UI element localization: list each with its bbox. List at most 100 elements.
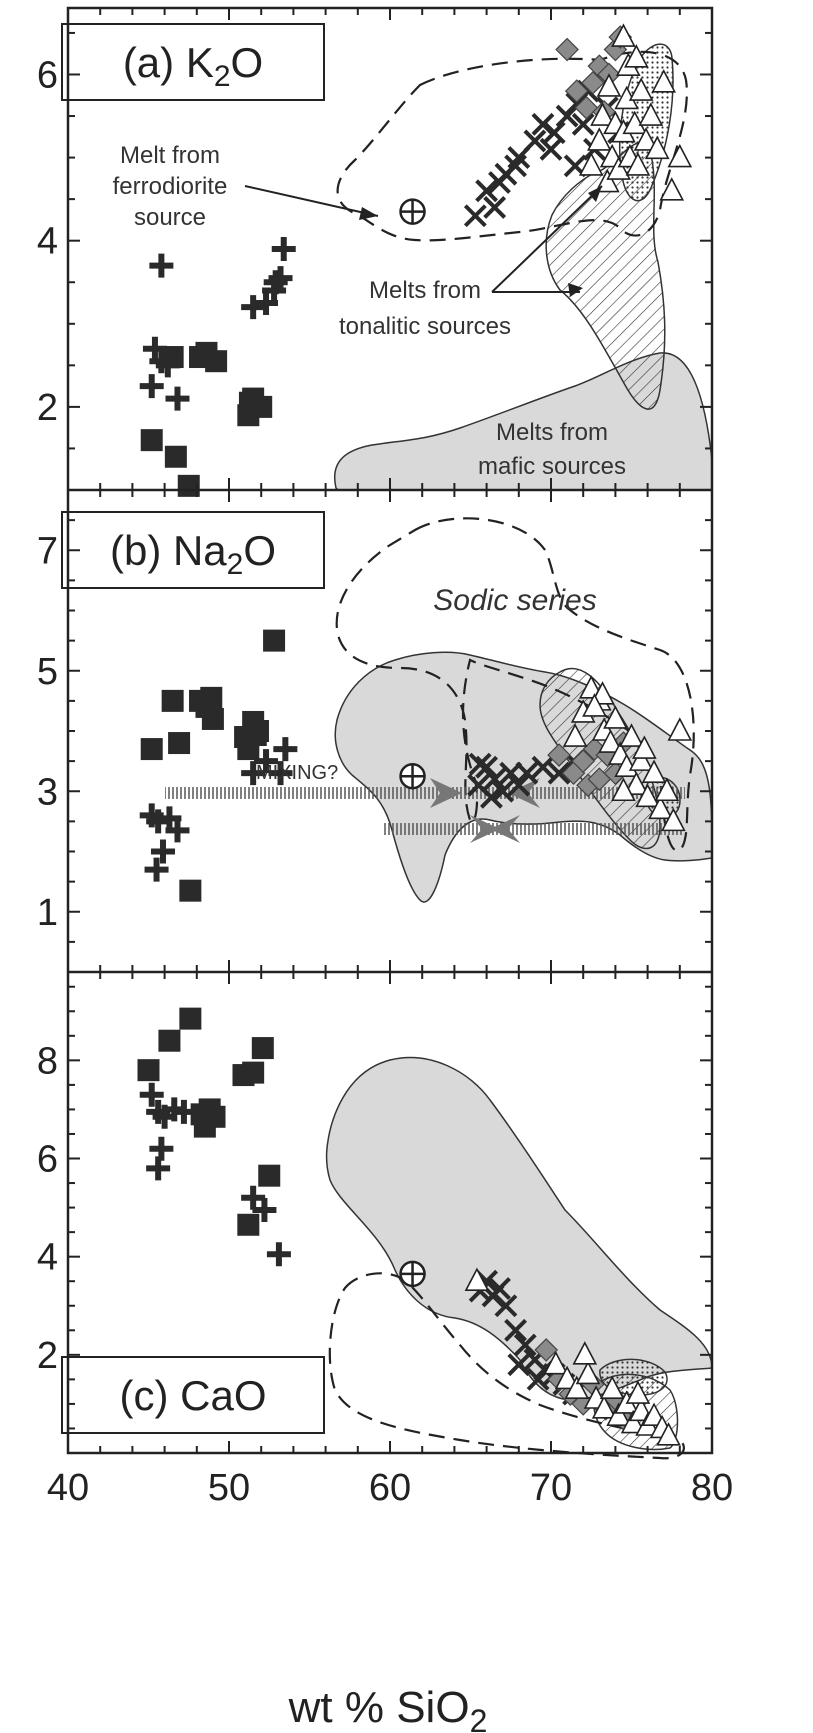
data-point-triangle	[651, 69, 677, 93]
data-point-triangle	[667, 143, 693, 168]
data-point-triangle	[575, 1360, 601, 1385]
annotation-mixing: MIXING?	[256, 762, 338, 784]
data-point-crosse	[146, 809, 171, 834]
marks-c	[137, 1007, 681, 1446]
data-point-crosse	[268, 761, 293, 786]
data-point-triangle	[611, 23, 636, 47]
data-point-diamond	[581, 70, 605, 95]
data-point-triangle	[620, 1409, 646, 1434]
data-point-diamond	[571, 749, 596, 773]
data-point-triangle	[667, 717, 693, 741]
data-point-x	[504, 1318, 527, 1342]
data-point-triangle	[582, 693, 607, 717]
panel-b-na2o: MIXING? Sodic series (b) Na2O	[61, 511, 713, 903]
data-point-x	[507, 773, 531, 797]
ferrodiorite-melt-cross	[400, 764, 425, 789]
data-point-diamond	[547, 743, 571, 767]
data-point-square	[200, 686, 223, 709]
data-point-x	[480, 785, 503, 809]
ferrodiorite-melt-cross	[400, 199, 425, 224]
y-tick-label: 7	[37, 530, 58, 572]
data-point-x	[504, 154, 527, 178]
data-point-crosse	[146, 1156, 171, 1181]
data-point-diamond	[564, 79, 589, 103]
data-point-crosse	[157, 806, 182, 831]
data-point-square	[251, 1037, 274, 1060]
data-point-x	[515, 761, 539, 785]
data-point-x	[571, 112, 595, 136]
ferrodiorite-melt-cross	[400, 1261, 425, 1286]
data-point-triangle	[656, 1422, 681, 1446]
data-point-crosse	[150, 839, 175, 864]
marks-b	[139, 629, 693, 902]
data-point-diamond	[574, 95, 599, 120]
panel-c-cao: (c) CaO	[61, 1007, 713, 1460]
data-point-crosse	[241, 761, 266, 786]
data-point-triangle	[606, 156, 631, 180]
data-point-triangle	[624, 44, 649, 68]
arrow-ferrodiorite	[244, 185, 379, 217]
data-point-triangle	[633, 127, 659, 151]
data-point-square	[237, 1213, 260, 1236]
mixing-arrow-1	[430, 778, 462, 808]
annotation-mafic-2: mafic sources	[478, 453, 626, 480]
data-point-crosse	[268, 266, 293, 291]
annotation-ferrodiorite-3: source	[134, 204, 206, 231]
x-axis-title: wt % SiO2	[288, 1683, 488, 1733]
data-point-square	[137, 1059, 160, 1082]
field-dashed-c	[328, 1272, 685, 1460]
data-point-triangle	[591, 1395, 617, 1419]
data-point-crosse	[254, 291, 279, 316]
data-point-crosse	[155, 353, 180, 378]
annotation-tonalitic-2: tonalitic sources	[339, 313, 511, 340]
annotation-tonalitic-1: Melts from	[369, 277, 481, 304]
data-point-x	[491, 779, 515, 803]
data-point-triangle	[578, 152, 604, 176]
data-point-crosse	[254, 749, 279, 774]
panel-a-k2o: Melt from ferrodiorite source Melts from…	[61, 23, 713, 497]
data-point-x	[475, 755, 499, 779]
field-grey-c	[325, 1056, 713, 1401]
y-tick-label: 6	[37, 1139, 58, 1181]
data-point-crosse	[242, 731, 267, 756]
data-point-square	[179, 1007, 202, 1030]
panel-c-label: (c) CaO	[120, 1372, 267, 1419]
data-point-square	[205, 350, 228, 373]
data-point-crosse	[263, 270, 288, 295]
x-tick-label: 80	[691, 1467, 733, 1509]
data-point-square	[177, 474, 200, 497]
data-point-triangle	[590, 102, 615, 126]
mixing-bar-upper	[165, 787, 685, 799]
data-point-crosse	[165, 386, 190, 411]
data-point-triangle	[543, 1350, 569, 1375]
annotation-ferrodiorite-2: ferrodiorite	[113, 173, 228, 200]
x-tick-label: 60	[369, 1467, 411, 1509]
y-tick-label: 1	[37, 892, 58, 934]
annotation-sodic-series: Sodic series	[433, 584, 596, 617]
data-point-x	[513, 1333, 537, 1357]
arrow-tonalitic-1	[491, 185, 603, 293]
data-point-crosse	[241, 295, 266, 320]
y-tick-label: 4	[37, 221, 58, 263]
data-point-crosse	[139, 1082, 164, 1107]
data-point-triangle	[624, 771, 649, 796]
data-point-x	[488, 1277, 511, 1300]
panel-a-label: (a) K2O	[123, 39, 263, 93]
data-point-square	[140, 738, 163, 761]
data-point-crosse	[271, 237, 296, 261]
data-point-crosse	[273, 737, 298, 762]
y-tick-label: 8	[37, 1040, 58, 1082]
data-point-diamond	[555, 37, 579, 62]
data-point-triangle	[638, 102, 664, 126]
data-point-triangle	[625, 1380, 651, 1404]
y-tick-label: 3	[37, 771, 58, 813]
data-point-triangle	[659, 177, 685, 201]
arrowhead-tonalitic-1	[588, 186, 602, 202]
axes: 40 50 60 70 80 2 4 6 1 3 5 7 2 4 6 8	[37, 8, 733, 1509]
y-tick-label: 4	[37, 1237, 58, 1279]
data-point-triangle	[654, 777, 680, 802]
data-point-triangle	[625, 152, 651, 176]
data-point-diamond	[534, 1338, 559, 1362]
data-point-x	[475, 179, 499, 203]
